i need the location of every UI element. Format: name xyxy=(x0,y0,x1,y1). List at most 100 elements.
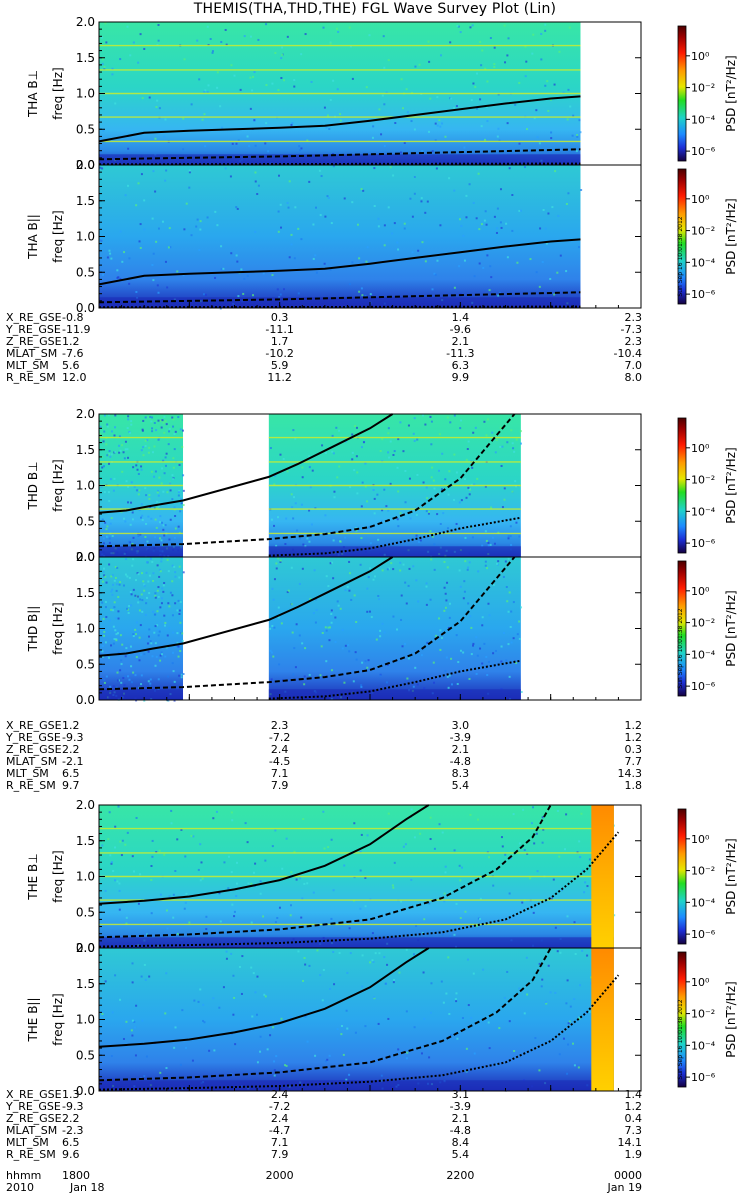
noise-speckle xyxy=(137,61,140,64)
noise-speckle xyxy=(123,684,126,687)
noise-speckle xyxy=(472,82,475,85)
noise-speckle xyxy=(484,67,487,70)
noise-speckle xyxy=(529,150,532,153)
noise-speckle xyxy=(102,655,105,658)
noise-speckle xyxy=(213,1049,216,1052)
noise-speckle xyxy=(333,490,336,493)
noise-speckle xyxy=(400,900,403,903)
noise-speckle xyxy=(140,468,143,471)
noise-speckle xyxy=(372,960,375,963)
noise-speckle xyxy=(477,172,480,175)
noise-speckle xyxy=(118,583,121,586)
noise-speckle xyxy=(198,249,201,252)
noise-speckle xyxy=(269,447,272,450)
noise-speckle xyxy=(354,651,357,654)
date-tick-label: Jan 18 xyxy=(69,1181,104,1194)
noise-speckle xyxy=(102,465,105,468)
noise-speckle xyxy=(113,638,116,641)
noise-speckle xyxy=(519,442,522,445)
noise-speckle xyxy=(513,1050,516,1053)
noise-speckle xyxy=(457,25,460,28)
noise-speckle xyxy=(301,476,304,479)
noise-speckle xyxy=(518,637,521,640)
noise-speckle xyxy=(160,426,163,429)
noise-speckle xyxy=(141,428,144,431)
noise-speckle xyxy=(542,208,545,211)
noise-speckle xyxy=(233,915,236,918)
noise-speckle xyxy=(439,648,442,651)
noise-speckle xyxy=(491,431,494,434)
noise-speckle xyxy=(371,932,374,935)
noise-speckle xyxy=(319,974,322,977)
noise-speckle xyxy=(287,589,290,592)
noise-speckle xyxy=(511,490,514,493)
colorbar-tick-label: 10⁰ xyxy=(691,442,710,455)
noise-speckle xyxy=(273,1060,276,1063)
noise-speckle xyxy=(155,526,158,529)
noise-speckle xyxy=(376,493,379,496)
noise-speckle xyxy=(484,210,487,213)
ephemeris-row-label: Z_RE_GSE xyxy=(6,1112,62,1125)
noise-speckle xyxy=(131,1034,134,1037)
noise-speckle xyxy=(577,1066,580,1069)
noise-speckle xyxy=(428,60,431,63)
noise-speckle xyxy=(157,629,160,632)
noise-speckle xyxy=(565,202,568,205)
noise-speckle xyxy=(430,1011,433,1014)
colorbar-tick-label: 10⁻⁴ xyxy=(691,1039,716,1052)
noise-speckle xyxy=(142,419,145,422)
noise-speckle xyxy=(183,58,186,61)
noise-speckle xyxy=(279,293,282,296)
noise-speckle xyxy=(128,605,131,608)
noise-speckle xyxy=(316,949,319,952)
noise-speckle xyxy=(148,494,151,497)
date-tick-label: Jan 19 xyxy=(607,1181,642,1194)
cyclotron-frequency-curve xyxy=(98,804,430,905)
noise-speckle xyxy=(247,1026,250,1029)
noise-speckle xyxy=(157,419,160,422)
noise-speckle xyxy=(402,563,405,566)
noise-speckle xyxy=(142,446,145,449)
noise-speckle xyxy=(465,194,468,197)
noise-speckle xyxy=(157,39,160,42)
noise-speckle xyxy=(171,662,174,665)
noise-speckle xyxy=(264,995,267,998)
noise-speckle xyxy=(315,271,318,274)
noise-speckle xyxy=(119,58,122,61)
noise-speckle xyxy=(518,535,521,538)
noise-speckle xyxy=(336,600,339,603)
noise-speckle xyxy=(405,1010,408,1013)
noise-speckle xyxy=(108,563,111,566)
noise-speckle xyxy=(159,1071,162,1074)
noise-speckle xyxy=(275,1055,278,1058)
noise-speckle xyxy=(415,513,418,516)
ephemeris-value: -0.8 xyxy=(62,311,83,324)
noise-speckle xyxy=(432,479,435,482)
noise-speckle xyxy=(515,438,518,441)
noise-speckle xyxy=(162,459,165,462)
noise-speckle xyxy=(547,964,550,967)
noise-speckle xyxy=(458,569,461,572)
ephemeris-value: 2.2 xyxy=(62,1112,80,1125)
noise-speckle xyxy=(136,595,139,598)
ephemeris-value: 7.9 xyxy=(271,779,289,792)
noise-speckle xyxy=(392,886,395,889)
noise-speckle xyxy=(547,109,550,112)
noise-speckle xyxy=(479,917,482,920)
noise-speckle xyxy=(125,916,128,919)
noise-speckle xyxy=(481,616,484,619)
noise-speckle xyxy=(140,449,143,452)
ephemeris-row-label: X_RE_GSE xyxy=(6,311,62,324)
colorbar-tick-label: 10⁻² xyxy=(691,225,715,238)
noise-speckle xyxy=(252,972,255,975)
noise-speckle xyxy=(324,626,327,629)
noise-speckle xyxy=(294,502,297,505)
noise-speckle xyxy=(366,587,369,590)
noise-speckle xyxy=(518,842,521,845)
noise-speckle xyxy=(406,1051,409,1054)
noise-speckle xyxy=(492,652,495,655)
noise-speckle xyxy=(103,430,106,433)
noise-speckle xyxy=(110,644,113,647)
noise-speckle xyxy=(152,170,155,173)
y-tick-label: 2.0 xyxy=(76,15,95,29)
